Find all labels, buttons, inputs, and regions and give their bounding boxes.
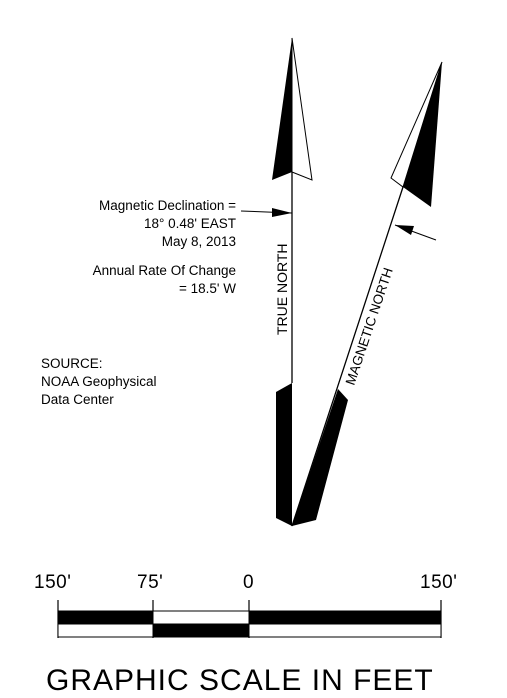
scale-label-150-left: 150' (34, 572, 72, 593)
source-line-1: SOURCE: (41, 356, 103, 371)
scale-segment-1-top (57, 610, 154, 625)
scale-segment-2-bottom (152, 623, 250, 638)
graphic-scale-title: GRAPHIC SCALE IN FEET (46, 664, 434, 697)
source-line-3: Data Center (41, 392, 114, 407)
declination-arrowhead-right (395, 225, 414, 235)
magnetic-north-label: MAGNETIC NORTH (343, 266, 396, 387)
declination-markers (240, 208, 437, 241)
magnetic-north-shaft-left (291, 186, 404, 527)
annual-rate-line-1: Annual Rate Of Change (92, 263, 236, 278)
magnetic-north-tail (292, 389, 348, 526)
annual-rate-line-2: = 18.5' W (179, 281, 236, 296)
scale-label-75: 75' (137, 572, 164, 593)
declination-arrowhead-left (272, 208, 292, 217)
scale-segment-3-top (248, 610, 442, 625)
scale-label-0: 0 (243, 572, 255, 593)
scale-segment-1-bottom (57, 623, 154, 638)
source-line-2: NOAA Geophysical (41, 374, 157, 389)
magnetic-north-tail-edge (279, 499, 293, 527)
scale-segment-3-bottom (248, 623, 442, 638)
scale-segment-2-top (152, 610, 250, 625)
true-north-head-white (291, 37, 313, 181)
true-north-tail (276, 383, 292, 526)
magnetic-north-head-white (390, 61, 443, 188)
true-north-head-black (272, 38, 292, 180)
magnetic-north-head-black (403, 62, 442, 207)
true-north-label: TRUE NORTH (274, 243, 290, 335)
graphic-scale-bar (57, 600, 442, 638)
declination-date: May 8, 2013 (161, 234, 236, 249)
true-north-arrow (272, 37, 313, 526)
scale-label-150-right: 150' (420, 572, 458, 593)
declination-line-2: 18° 0.48' EAST (143, 216, 236, 231)
declination-line-1: Magnetic Declination = (99, 198, 236, 213)
magnetic-north-arrow (279, 61, 443, 527)
